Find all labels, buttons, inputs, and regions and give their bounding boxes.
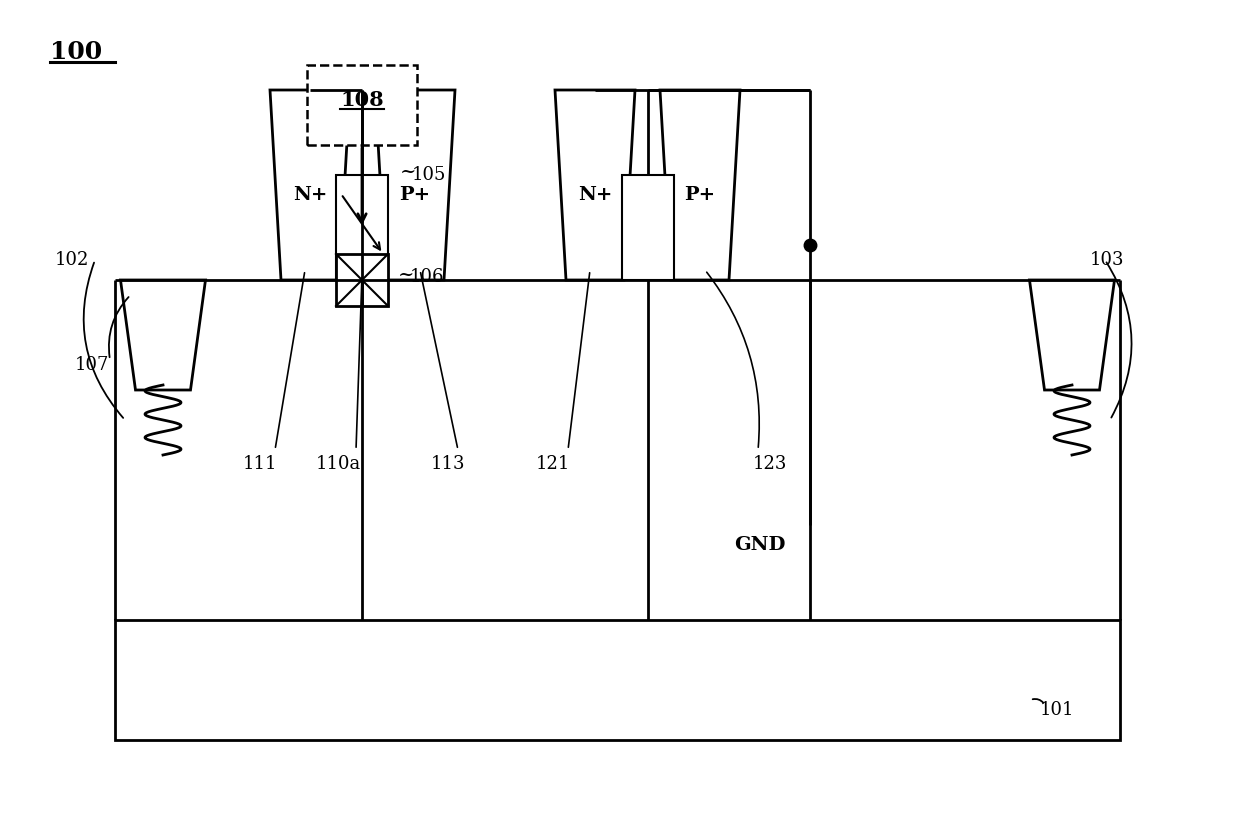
Text: 101: 101 xyxy=(1040,701,1075,719)
Bar xyxy=(308,65,417,145)
Bar xyxy=(336,175,388,280)
Text: 103: 103 xyxy=(1090,251,1125,269)
Polygon shape xyxy=(270,90,350,280)
Polygon shape xyxy=(120,280,206,390)
Text: N+: N+ xyxy=(293,186,327,204)
Text: 102: 102 xyxy=(55,251,89,269)
Text: 100: 100 xyxy=(50,40,102,64)
Text: 123: 123 xyxy=(753,455,787,473)
Text: 107: 107 xyxy=(74,356,109,374)
Text: 105: 105 xyxy=(412,165,446,184)
Polygon shape xyxy=(556,90,635,280)
Text: 108: 108 xyxy=(340,90,384,110)
Text: ~: ~ xyxy=(398,266,414,284)
Bar xyxy=(336,254,388,306)
Text: 110a: 110a xyxy=(315,455,361,473)
Text: N+: N+ xyxy=(578,186,613,204)
Text: 113: 113 xyxy=(430,455,465,473)
Text: GND: GND xyxy=(734,536,786,554)
Bar xyxy=(622,175,675,280)
Polygon shape xyxy=(374,90,455,280)
Text: P+: P+ xyxy=(684,186,715,204)
Text: P+: P+ xyxy=(399,186,430,204)
Text: ~: ~ xyxy=(401,163,417,180)
Text: 111: 111 xyxy=(243,455,278,473)
Text: 121: 121 xyxy=(536,455,570,473)
Bar xyxy=(115,620,1120,740)
Polygon shape xyxy=(1029,280,1115,390)
Polygon shape xyxy=(660,90,740,280)
Text: 106: 106 xyxy=(410,268,444,286)
